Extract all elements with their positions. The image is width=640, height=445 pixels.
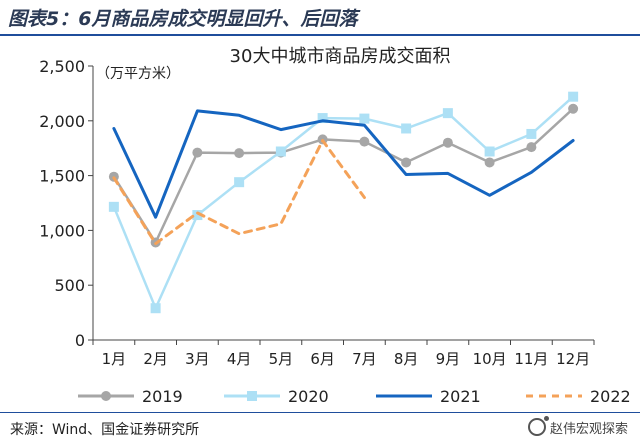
x-tick-label: 3月 bbox=[185, 350, 210, 368]
x-tick-label: 9月 bbox=[436, 350, 461, 368]
data-point-2020 bbox=[192, 210, 203, 221]
data-point-2019 bbox=[359, 136, 370, 147]
legend-swatch-marker bbox=[247, 391, 257, 401]
data-point-2019 bbox=[234, 148, 245, 159]
data-point-2020 bbox=[568, 91, 579, 102]
series-line-2019 bbox=[112, 107, 575, 244]
legend: 2019 2020 2021 2022 bbox=[78, 387, 631, 406]
data-point-2020 bbox=[401, 123, 412, 134]
y-tick-label: 2,000 bbox=[39, 112, 85, 131]
footer-rule bbox=[0, 412, 640, 413]
legend-item-2020: 2020 bbox=[224, 387, 329, 406]
legend-item-2021: 2021 bbox=[376, 387, 481, 406]
y-tick-label: 500 bbox=[54, 276, 85, 295]
data-point-2020 bbox=[234, 177, 245, 188]
data-point-2019 bbox=[484, 157, 495, 168]
data-point-2019 bbox=[526, 142, 537, 153]
x-tick-label: 1月 bbox=[102, 350, 127, 368]
data-point-2020 bbox=[275, 146, 286, 157]
legend-item-2022: 2022 bbox=[526, 387, 631, 406]
x-tick-label: 6月 bbox=[310, 350, 335, 368]
x-tick-label: 5月 bbox=[269, 350, 294, 368]
figure-title: 图表5：6月商品房成交明显回升、后回落 bbox=[8, 8, 358, 30]
axes: 0 500 1,000 1,500 2,000 2,500 1月 2月 3月 4月 5月 6月 7月 8月… bbox=[39, 57, 595, 368]
legend-item-2019: 2019 bbox=[78, 387, 183, 406]
data-point-2019 bbox=[568, 103, 579, 114]
data-point-2020 bbox=[359, 113, 370, 124]
y-tick-label: 0 bbox=[75, 331, 85, 350]
y-tick-label: 1,000 bbox=[39, 221, 85, 240]
legend-label: 2021 bbox=[440, 387, 481, 406]
y-axis-label: （万平方米） bbox=[96, 66, 180, 82]
data-point-2020 bbox=[526, 128, 537, 139]
header-rule bbox=[0, 34, 640, 36]
wechat-icon bbox=[527, 416, 549, 436]
legend-label: 2019 bbox=[142, 387, 183, 406]
x-tick-label: 8月 bbox=[394, 350, 419, 368]
data-point-2019 bbox=[192, 147, 203, 158]
data-point-2020 bbox=[108, 201, 119, 212]
series-2020 bbox=[108, 91, 579, 314]
x-tick-label: 4月 bbox=[227, 350, 252, 368]
x-tick-label: 11月 bbox=[514, 350, 548, 368]
x-tick-label: 10月 bbox=[473, 350, 507, 368]
legend-label: 2020 bbox=[288, 387, 329, 406]
footer: 来源：Wind、国金证券研究所 赵伟宏观探索 bbox=[0, 412, 640, 445]
legend-label: 2022 bbox=[590, 387, 631, 406]
x-tick-label: 2月 bbox=[143, 350, 168, 368]
data-point-2020 bbox=[442, 108, 453, 119]
watermark-text: 赵伟宏观探索 bbox=[549, 422, 628, 437]
y-tick-label: 2,500 bbox=[39, 57, 85, 76]
legend-swatch-marker bbox=[101, 391, 111, 401]
data-point-2020 bbox=[150, 303, 161, 314]
data-point-2020 bbox=[484, 146, 495, 157]
data-point-2019 bbox=[401, 157, 412, 168]
watermark: 赵伟宏观探索 bbox=[527, 416, 628, 437]
x-tick-label: 7月 bbox=[352, 350, 377, 368]
source-note: 来源：Wind、国金证券研究所 bbox=[10, 422, 200, 438]
figure-header: 图表5：6月商品房成交明显回升、后回落 bbox=[0, 0, 640, 36]
x-tick-label: 12月 bbox=[556, 350, 590, 368]
series-2022 bbox=[112, 139, 366, 246]
data-point-2019 bbox=[442, 137, 453, 148]
series-line-2021 bbox=[112, 109, 575, 219]
series-2021 bbox=[112, 109, 575, 219]
series-line-2020 bbox=[112, 95, 575, 310]
y-tick-label: 1,500 bbox=[39, 167, 85, 186]
line-chart: 30大中城市商品房成交面积 （万平方米） 0 500 1,000 1,500 2,000… bbox=[39, 46, 631, 406]
chart-title: 30大中城市商品房成交面积 bbox=[230, 46, 451, 67]
series-line-2022 bbox=[112, 139, 366, 246]
data-point-2020 bbox=[317, 113, 328, 124]
series-layer bbox=[108, 91, 579, 314]
